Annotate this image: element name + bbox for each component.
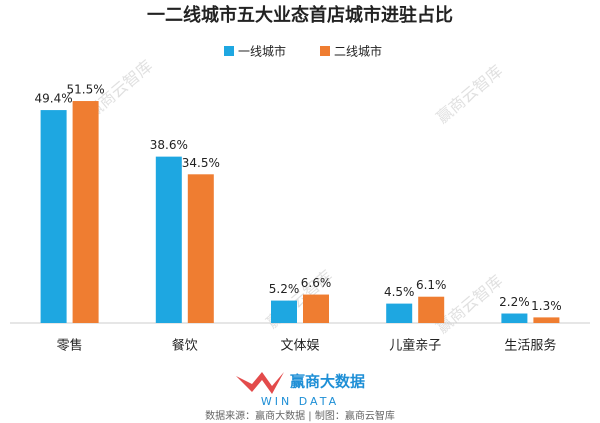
value-label: 51.5% xyxy=(67,83,105,97)
value-label: 1.3% xyxy=(531,299,562,313)
logo-name: 赢商大数据 xyxy=(290,373,365,391)
value-label: 2.2% xyxy=(499,295,530,309)
bar xyxy=(501,313,528,323)
value-label: 6.1% xyxy=(416,278,447,292)
x-tick-label: 生活服务 xyxy=(504,338,556,354)
value-label: 5.2% xyxy=(269,282,300,296)
legend-swatch xyxy=(224,46,234,56)
value-label: 38.6% xyxy=(150,138,188,152)
value-label: 6.6% xyxy=(301,276,332,290)
logo-icon xyxy=(236,372,284,394)
source: 数据来源：赢商大数据 | 制图：赢商云智库 xyxy=(205,409,395,422)
value-label: 34.5% xyxy=(182,156,220,170)
chart-title: 一二线城市五大业态首店城市进驻占比 xyxy=(147,4,453,26)
watermark: 赢商云智库 xyxy=(433,61,507,127)
logo-subtitle: WIN DATA xyxy=(261,395,339,408)
x-tick-label: 零售 xyxy=(57,338,83,354)
legend-label: 二线城市 xyxy=(334,44,382,59)
bar xyxy=(271,300,297,323)
x-tick-label: 儿童亲子 xyxy=(389,338,441,354)
value-label: 4.5% xyxy=(384,285,415,299)
bar xyxy=(187,174,214,323)
bar xyxy=(40,110,67,323)
bar xyxy=(386,303,413,323)
x-tick-label: 文体娱 xyxy=(280,339,319,354)
x-tick-label: 餐饮 xyxy=(172,338,198,354)
bar xyxy=(533,317,560,323)
value-label: 49.4% xyxy=(35,92,73,106)
legend-label: 一线城市 xyxy=(238,44,286,59)
legend-swatch xyxy=(320,46,330,56)
logo: 赢商大数据 WIN DATA xyxy=(236,372,365,408)
bar xyxy=(418,296,445,323)
bar xyxy=(303,294,329,323)
bar xyxy=(155,156,182,323)
bar xyxy=(72,101,99,323)
